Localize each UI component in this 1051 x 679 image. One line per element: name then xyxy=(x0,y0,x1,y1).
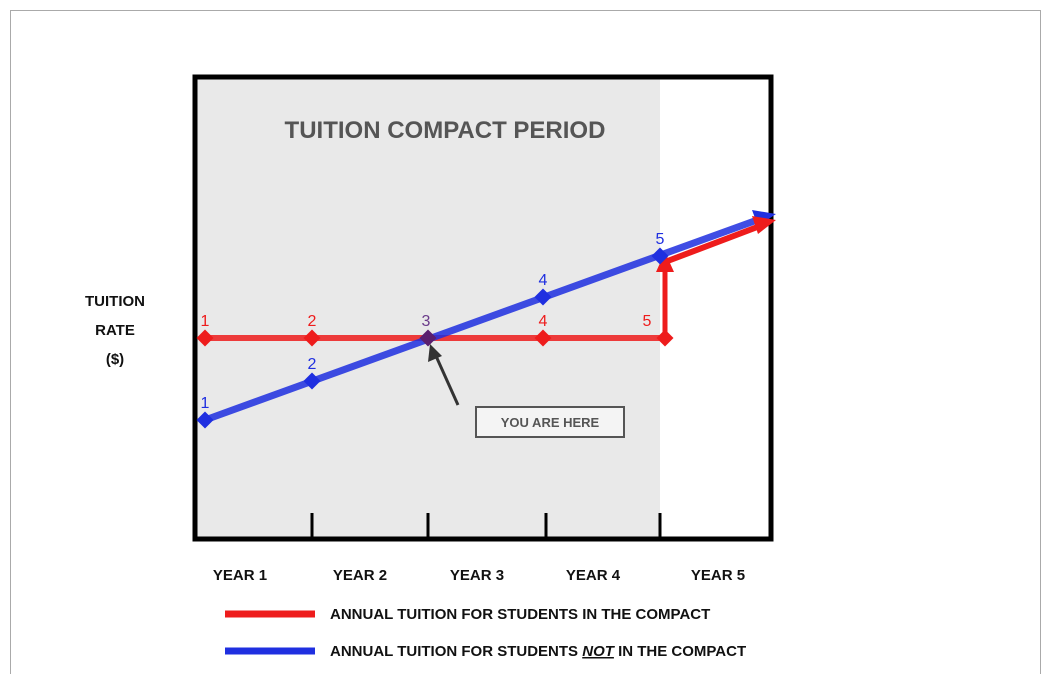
y-axis-label: ($) xyxy=(106,351,124,368)
point-label: 4 xyxy=(539,272,548,289)
point-label: 2 xyxy=(308,313,317,330)
x-label: YEAR 5 xyxy=(691,567,745,584)
point-label: 2 xyxy=(308,356,317,373)
chart-title: TUITION COMPACT PERIOD xyxy=(285,117,606,144)
y-axis-label: RATE xyxy=(95,322,135,339)
legend-label: ANNUAL TUITION FOR STUDENTS IN THE COMPA… xyxy=(330,606,710,623)
x-label: YEAR 4 xyxy=(566,567,621,584)
point-label: 5 xyxy=(656,231,665,248)
point-label: 5 xyxy=(643,313,652,330)
point-label: 4 xyxy=(539,313,548,330)
point-label: 1 xyxy=(201,313,210,330)
page: TUITION COMPACT PERIOD TUITION RATE ($) … xyxy=(0,0,1051,674)
callout-text: YOU ARE HERE xyxy=(501,415,600,430)
y-axis-label: TUITION xyxy=(85,293,145,310)
x-label: YEAR 3 xyxy=(450,567,504,584)
legend-text: IN THE COMPACT xyxy=(618,643,746,660)
point-label: 1 xyxy=(201,395,210,412)
compact-period-shade xyxy=(197,78,660,538)
legend-emphasis: NOT xyxy=(582,643,616,660)
x-label: YEAR 2 xyxy=(333,567,387,584)
point-label: 3 xyxy=(422,313,431,330)
legend-label: ANNUAL TUITION FOR STUDENTS NOT IN THE C… xyxy=(330,643,746,660)
legend-text: ANNUAL TUITION FOR STUDENTS xyxy=(330,643,578,660)
x-label: YEAR 1 xyxy=(213,567,267,584)
